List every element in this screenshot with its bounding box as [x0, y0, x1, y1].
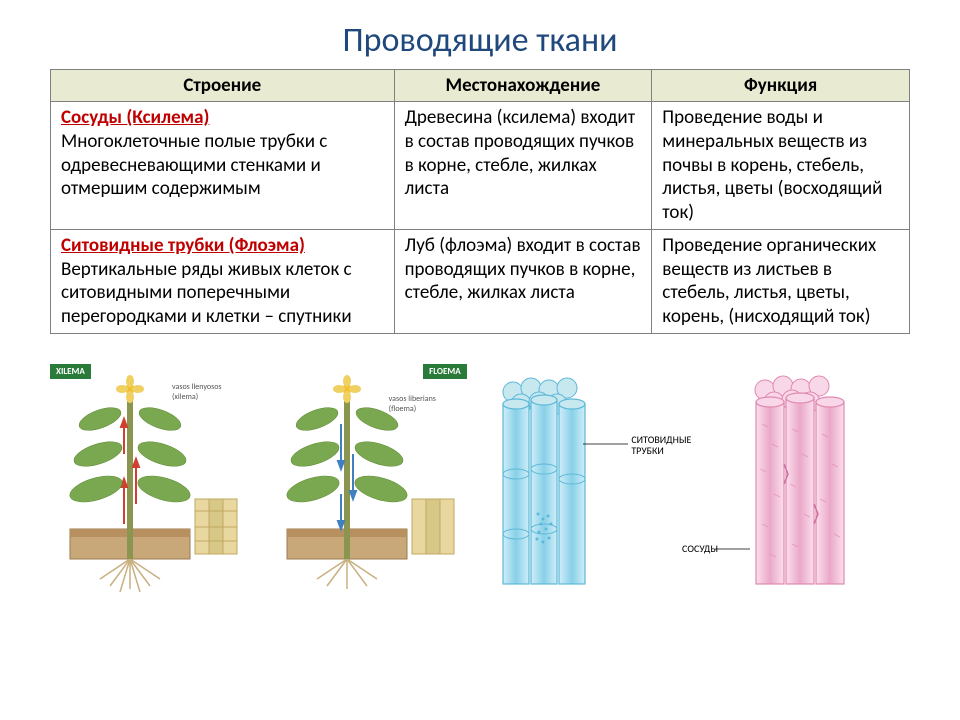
cell-function: Проведение органических веществ из листь… [652, 229, 910, 333]
plant-phloem-illustration: FLOEMA [267, 364, 467, 594]
table-row: Сосуды (Ксилема) Многоклеточные полые тр… [51, 102, 910, 230]
cell-location: Древесина (ксилема) входит в состав пров… [394, 102, 652, 230]
structure-text: Вертикальные ряды живых клеток с ситовид… [61, 258, 352, 329]
plant-xylem-illustration: XILEMA [50, 364, 250, 594]
illustration-row: XILEMA [50, 364, 910, 594]
floema-caption: vasos liberians (floema) [389, 394, 459, 414]
term-phloem: Ситовидные трубки (Флоэма) [61, 234, 305, 257]
vessels-label: СОСУДЫ [668, 542, 718, 555]
structure-text: Многоклеточные полые трубки с одревеснев… [61, 130, 327, 201]
sieve-tubes-label: СИТОВИДНЫЕ ТРУБКИ [631, 434, 691, 456]
tissue-table: Строение Местонахождение Функция Сосуды … [50, 69, 910, 334]
vessels-svg [710, 374, 910, 594]
cell-structure: Ситовидные трубки (Флоэма) Вертикальные … [51, 229, 395, 333]
cell-location: Луб (флоэма) входит в состав проводящих … [394, 229, 652, 333]
xilema-badge: XILEMA [50, 364, 91, 379]
cell-structure: Сосуды (Ксилема) Многоклеточные полые тр… [51, 102, 395, 230]
cell-function: Проведение воды и минеральных веществ из… [652, 102, 910, 230]
sieve-tubes-illustration: СИТОВИДНЫЕ ТРУБКИ [483, 374, 693, 594]
table-header-row: Строение Местонахождение Функция [51, 70, 910, 102]
table-row: Ситовидные трубки (Флоэма) Вертикальные … [51, 229, 910, 333]
th-structure: Строение [51, 70, 395, 102]
th-function: Функция [652, 70, 910, 102]
th-location: Местонахождение [394, 70, 652, 102]
vessels-illustration: СОСУДЫ [710, 374, 910, 594]
page-title: Проводящие ткани [50, 20, 910, 61]
term-xylem: Сосуды (Ксилема) [61, 106, 209, 129]
xilema-caption: vasos llenyosos (xilema) [172, 382, 242, 402]
sieve-tubes-svg [483, 374, 693, 594]
floema-badge: FLOEMA [423, 364, 467, 379]
